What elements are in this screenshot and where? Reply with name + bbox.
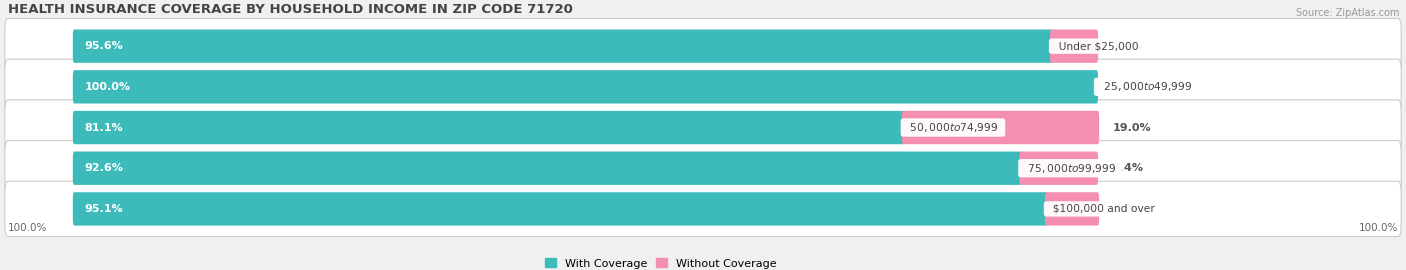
Text: HEALTH INSURANCE COVERAGE BY HOUSEHOLD INCOME IN ZIP CODE 71720: HEALTH INSURANCE COVERAGE BY HOUSEHOLD I… (8, 3, 572, 16)
Text: 95.1%: 95.1% (84, 204, 124, 214)
FancyBboxPatch shape (73, 111, 905, 144)
Text: 92.6%: 92.6% (84, 163, 124, 173)
Text: 5.0%: 5.0% (1114, 204, 1143, 214)
Text: 19.0%: 19.0% (1114, 123, 1152, 133)
FancyBboxPatch shape (4, 59, 1402, 114)
Text: 100.0%: 100.0% (84, 82, 131, 92)
Text: 4.4%: 4.4% (1112, 41, 1143, 51)
Text: 100.0%: 100.0% (8, 223, 48, 233)
FancyBboxPatch shape (73, 29, 1053, 63)
Legend: With Coverage, Without Coverage: With Coverage, Without Coverage (546, 258, 778, 269)
Text: 95.6%: 95.6% (84, 41, 124, 51)
Text: $50,000 to $74,999: $50,000 to $74,999 (904, 121, 1002, 134)
FancyBboxPatch shape (73, 151, 1022, 185)
Text: $100,000 and over: $100,000 and over (1046, 204, 1163, 214)
FancyBboxPatch shape (1045, 192, 1099, 226)
Text: Under $25,000: Under $25,000 (1052, 41, 1144, 51)
Text: $25,000 to $49,999: $25,000 to $49,999 (1097, 80, 1195, 93)
Text: 100.0%: 100.0% (1358, 223, 1398, 233)
Text: Source: ZipAtlas.com: Source: ZipAtlas.com (1295, 8, 1399, 18)
FancyBboxPatch shape (73, 70, 1098, 103)
FancyBboxPatch shape (4, 141, 1402, 196)
FancyBboxPatch shape (73, 192, 1047, 226)
FancyBboxPatch shape (1050, 29, 1098, 63)
FancyBboxPatch shape (1019, 151, 1098, 185)
Text: $75,000 to $99,999: $75,000 to $99,999 (1021, 162, 1121, 175)
FancyBboxPatch shape (901, 111, 1099, 144)
Text: 0.0%: 0.0% (1112, 82, 1143, 92)
FancyBboxPatch shape (4, 18, 1402, 74)
Text: 81.1%: 81.1% (84, 123, 124, 133)
Text: 7.4%: 7.4% (1112, 163, 1143, 173)
FancyBboxPatch shape (4, 181, 1402, 237)
FancyBboxPatch shape (4, 100, 1402, 155)
